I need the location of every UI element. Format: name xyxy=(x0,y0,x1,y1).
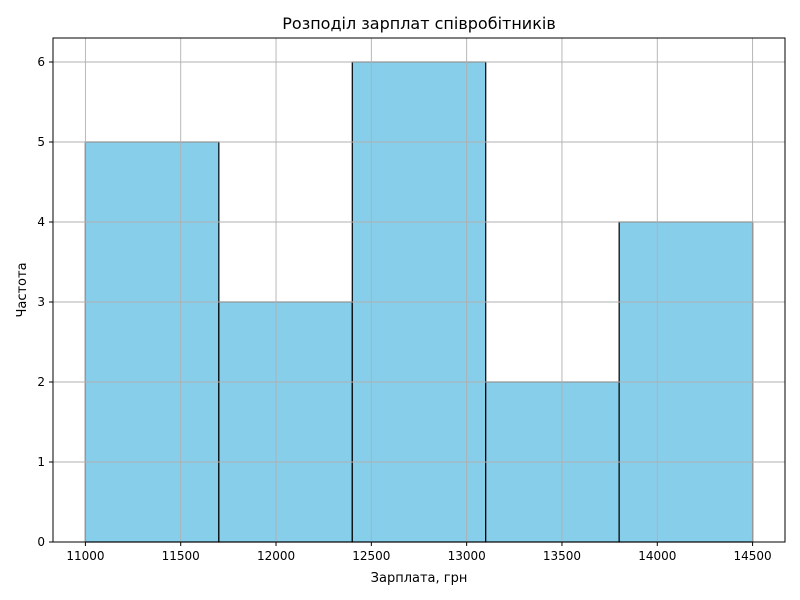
y-tick-label-3: 3 xyxy=(37,295,45,309)
x-tick-label-6: 14000 xyxy=(638,549,676,563)
y-tick-label-1: 1 xyxy=(37,455,45,469)
y-tick-label-4: 4 xyxy=(37,215,45,229)
x-tick-label-3: 12500 xyxy=(352,549,390,563)
x-axis-ticks: 11000 11500 12000 12500 13000 13500 14000 14500 xyxy=(66,542,772,563)
y-tick-label-6: 6 xyxy=(37,55,45,69)
y-tick-label-0: 0 xyxy=(37,535,45,549)
x-tick-label-7: 14500 xyxy=(734,549,772,563)
y-tick-label-5: 5 xyxy=(37,135,45,149)
plot-frame xyxy=(52,37,786,543)
x-axis-label: Зарплата, грн xyxy=(371,571,468,586)
y-axis-ticks: 0 1 2 3 4 5 6 xyxy=(37,55,53,549)
chart-title: Розподіл зарплат співробітників xyxy=(282,14,556,33)
histogram-bar-0 xyxy=(84,141,220,543)
x-tick-label-4: 13000 xyxy=(448,549,486,563)
x-tick-label-1: 11500 xyxy=(162,549,200,563)
x-tick-label-2: 12000 xyxy=(257,549,295,563)
x-tick-label-5: 13500 xyxy=(543,549,581,563)
y-tick-label-2: 2 xyxy=(37,375,45,389)
y-axis-label: Частота xyxy=(15,262,30,317)
x-tick-label-0: 11000 xyxy=(66,549,104,563)
histogram-bar-1 xyxy=(218,301,353,543)
